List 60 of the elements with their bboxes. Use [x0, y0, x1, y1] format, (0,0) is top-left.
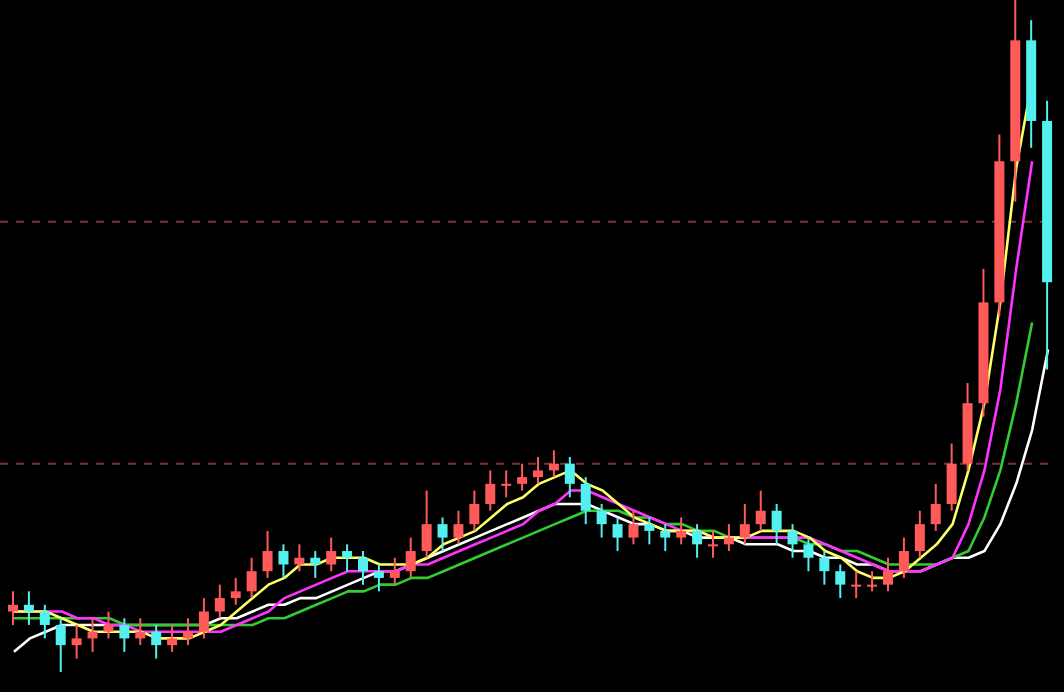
candlestick: [469, 489, 480, 532]
candlestick: [151, 623, 162, 660]
candlestick: [389, 556, 400, 586]
candlestick: [214, 583, 225, 620]
candlestick: [723, 523, 734, 553]
candlestick: [548, 449, 559, 479]
candlestick: [119, 617, 130, 653]
candlestick: [501, 469, 512, 499]
candlestick: [787, 523, 798, 559]
candlestick: [485, 469, 496, 512]
candlestick: [405, 536, 416, 579]
candlestick: [453, 509, 464, 546]
candlestick: [294, 543, 305, 573]
candlestick: [358, 550, 368, 586]
candlestick: [533, 455, 543, 485]
candlestick: [135, 617, 146, 647]
candlestick: [278, 543, 289, 579]
candlestick: [596, 503, 607, 539]
candlestick: [342, 543, 353, 573]
candlestick: [39, 603, 50, 640]
candlestick: [851, 570, 862, 600]
candlestick: [55, 617, 66, 672]
candlestick: [867, 570, 878, 593]
candlestick: [167, 623, 178, 653]
candlestick: [914, 509, 925, 559]
candlestick: [676, 516, 687, 546]
candlestick: [803, 536, 814, 573]
candlestick: [739, 503, 750, 546]
candlestick: [835, 563, 846, 600]
candlestick: [437, 516, 448, 553]
candlestick: [564, 455, 575, 499]
candlestick: [580, 476, 591, 526]
candlestick: [708, 529, 718, 559]
candlestick: [23, 590, 34, 626]
candlestick: [183, 617, 193, 647]
candlestick: [755, 489, 766, 532]
candlestick: [8, 590, 18, 626]
candlestick: [230, 576, 241, 606]
candlestick: [644, 516, 655, 546]
candlestick: [373, 563, 384, 593]
candlestick: [103, 610, 114, 640]
candlestick: [771, 503, 782, 546]
candlestick: [310, 550, 321, 579]
candlestick: [883, 556, 893, 593]
candlestick: [612, 516, 623, 553]
candlestick: [262, 529, 273, 579]
candlestick: [660, 523, 671, 553]
candlestick: [628, 509, 639, 546]
candlestick: [692, 523, 703, 559]
candlestick: [71, 623, 82, 660]
candlestick: [421, 489, 432, 559]
candlestick: [198, 597, 209, 640]
candlestick: [819, 550, 830, 586]
candlestick: [930, 482, 941, 532]
candlestick: [246, 556, 257, 600]
candlestick: [517, 462, 528, 492]
candlestick: [946, 442, 957, 512]
candlestick: [326, 536, 337, 573]
candlestick: [87, 617, 98, 653]
candlestick: [898, 536, 909, 579]
